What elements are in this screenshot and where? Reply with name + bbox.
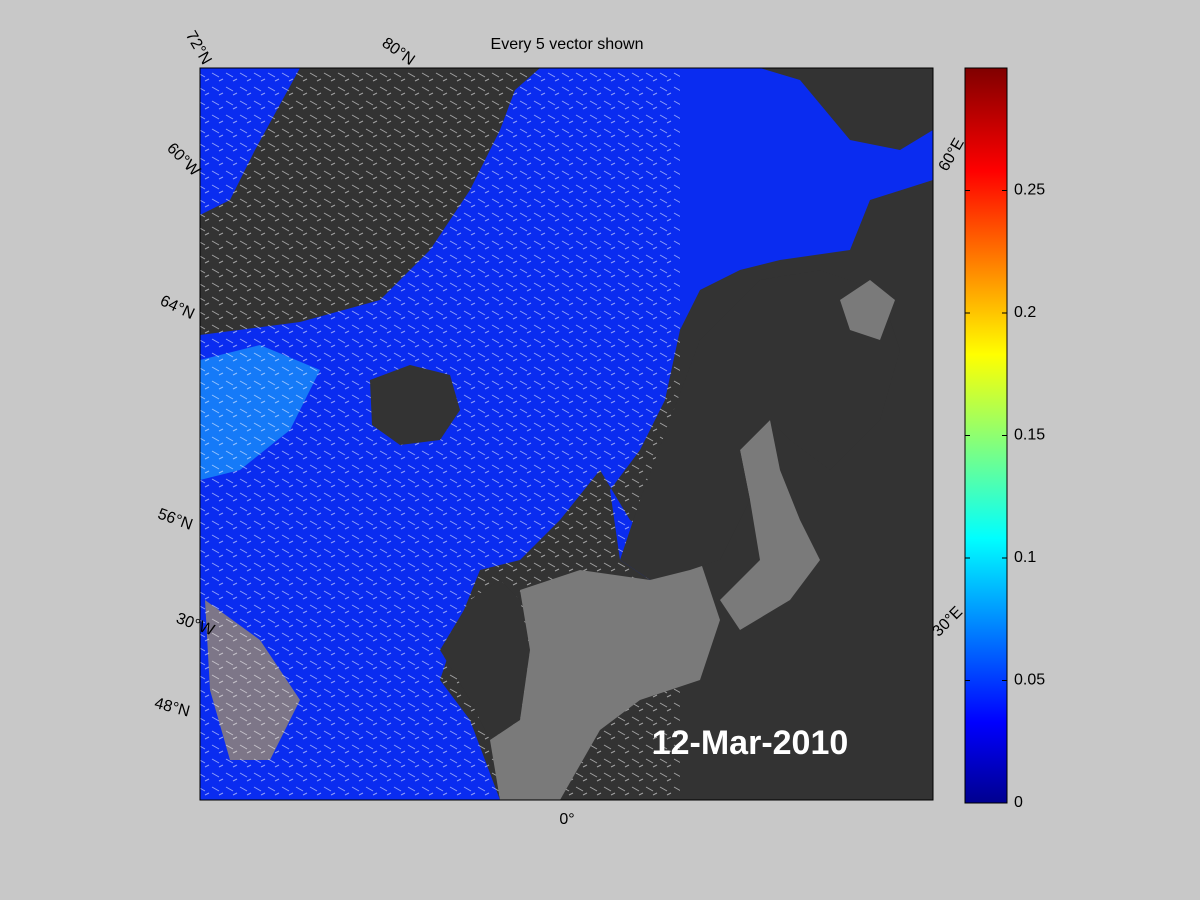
graticule-label: 60°E: [936, 136, 968, 175]
map-title: Every 5 vector shown: [491, 36, 644, 53]
colorbar-tick-label: 0.15: [1014, 427, 1045, 444]
iceland: [370, 365, 460, 445]
graticule-label: 60°W: [163, 140, 203, 180]
white-sea: [840, 280, 895, 340]
graticule-label: 64°N: [157, 292, 197, 323]
graticule-label: 72°N: [182, 28, 215, 67]
shelf-sea: [490, 560, 720, 800]
graticule-label: 56°N: [155, 506, 194, 534]
scandinavia: [620, 270, 900, 580]
colorbar-tick-label: 0.1: [1014, 549, 1036, 566]
graticule-label: 48°N: [153, 695, 192, 721]
date-label: 12-Mar-2010: [652, 724, 849, 762]
colorbar: [964, 67, 1008, 804]
baltic: [720, 420, 820, 630]
graticule-label: 0°: [559, 811, 574, 828]
map-frame: [199, 67, 934, 801]
graticule-label: 80°N: [379, 35, 418, 69]
graticule-label: 30°E: [929, 603, 966, 640]
british-isles: [440, 580, 530, 740]
colorbar-tick-label: 0.25: [1014, 182, 1045, 199]
map: [200, 68, 933, 800]
colorbar-tick-label: 0.2: [1014, 304, 1036, 321]
colorbar-tick-label: 0.05: [1014, 672, 1045, 689]
colorbar-tick-label: 0: [1014, 794, 1023, 811]
